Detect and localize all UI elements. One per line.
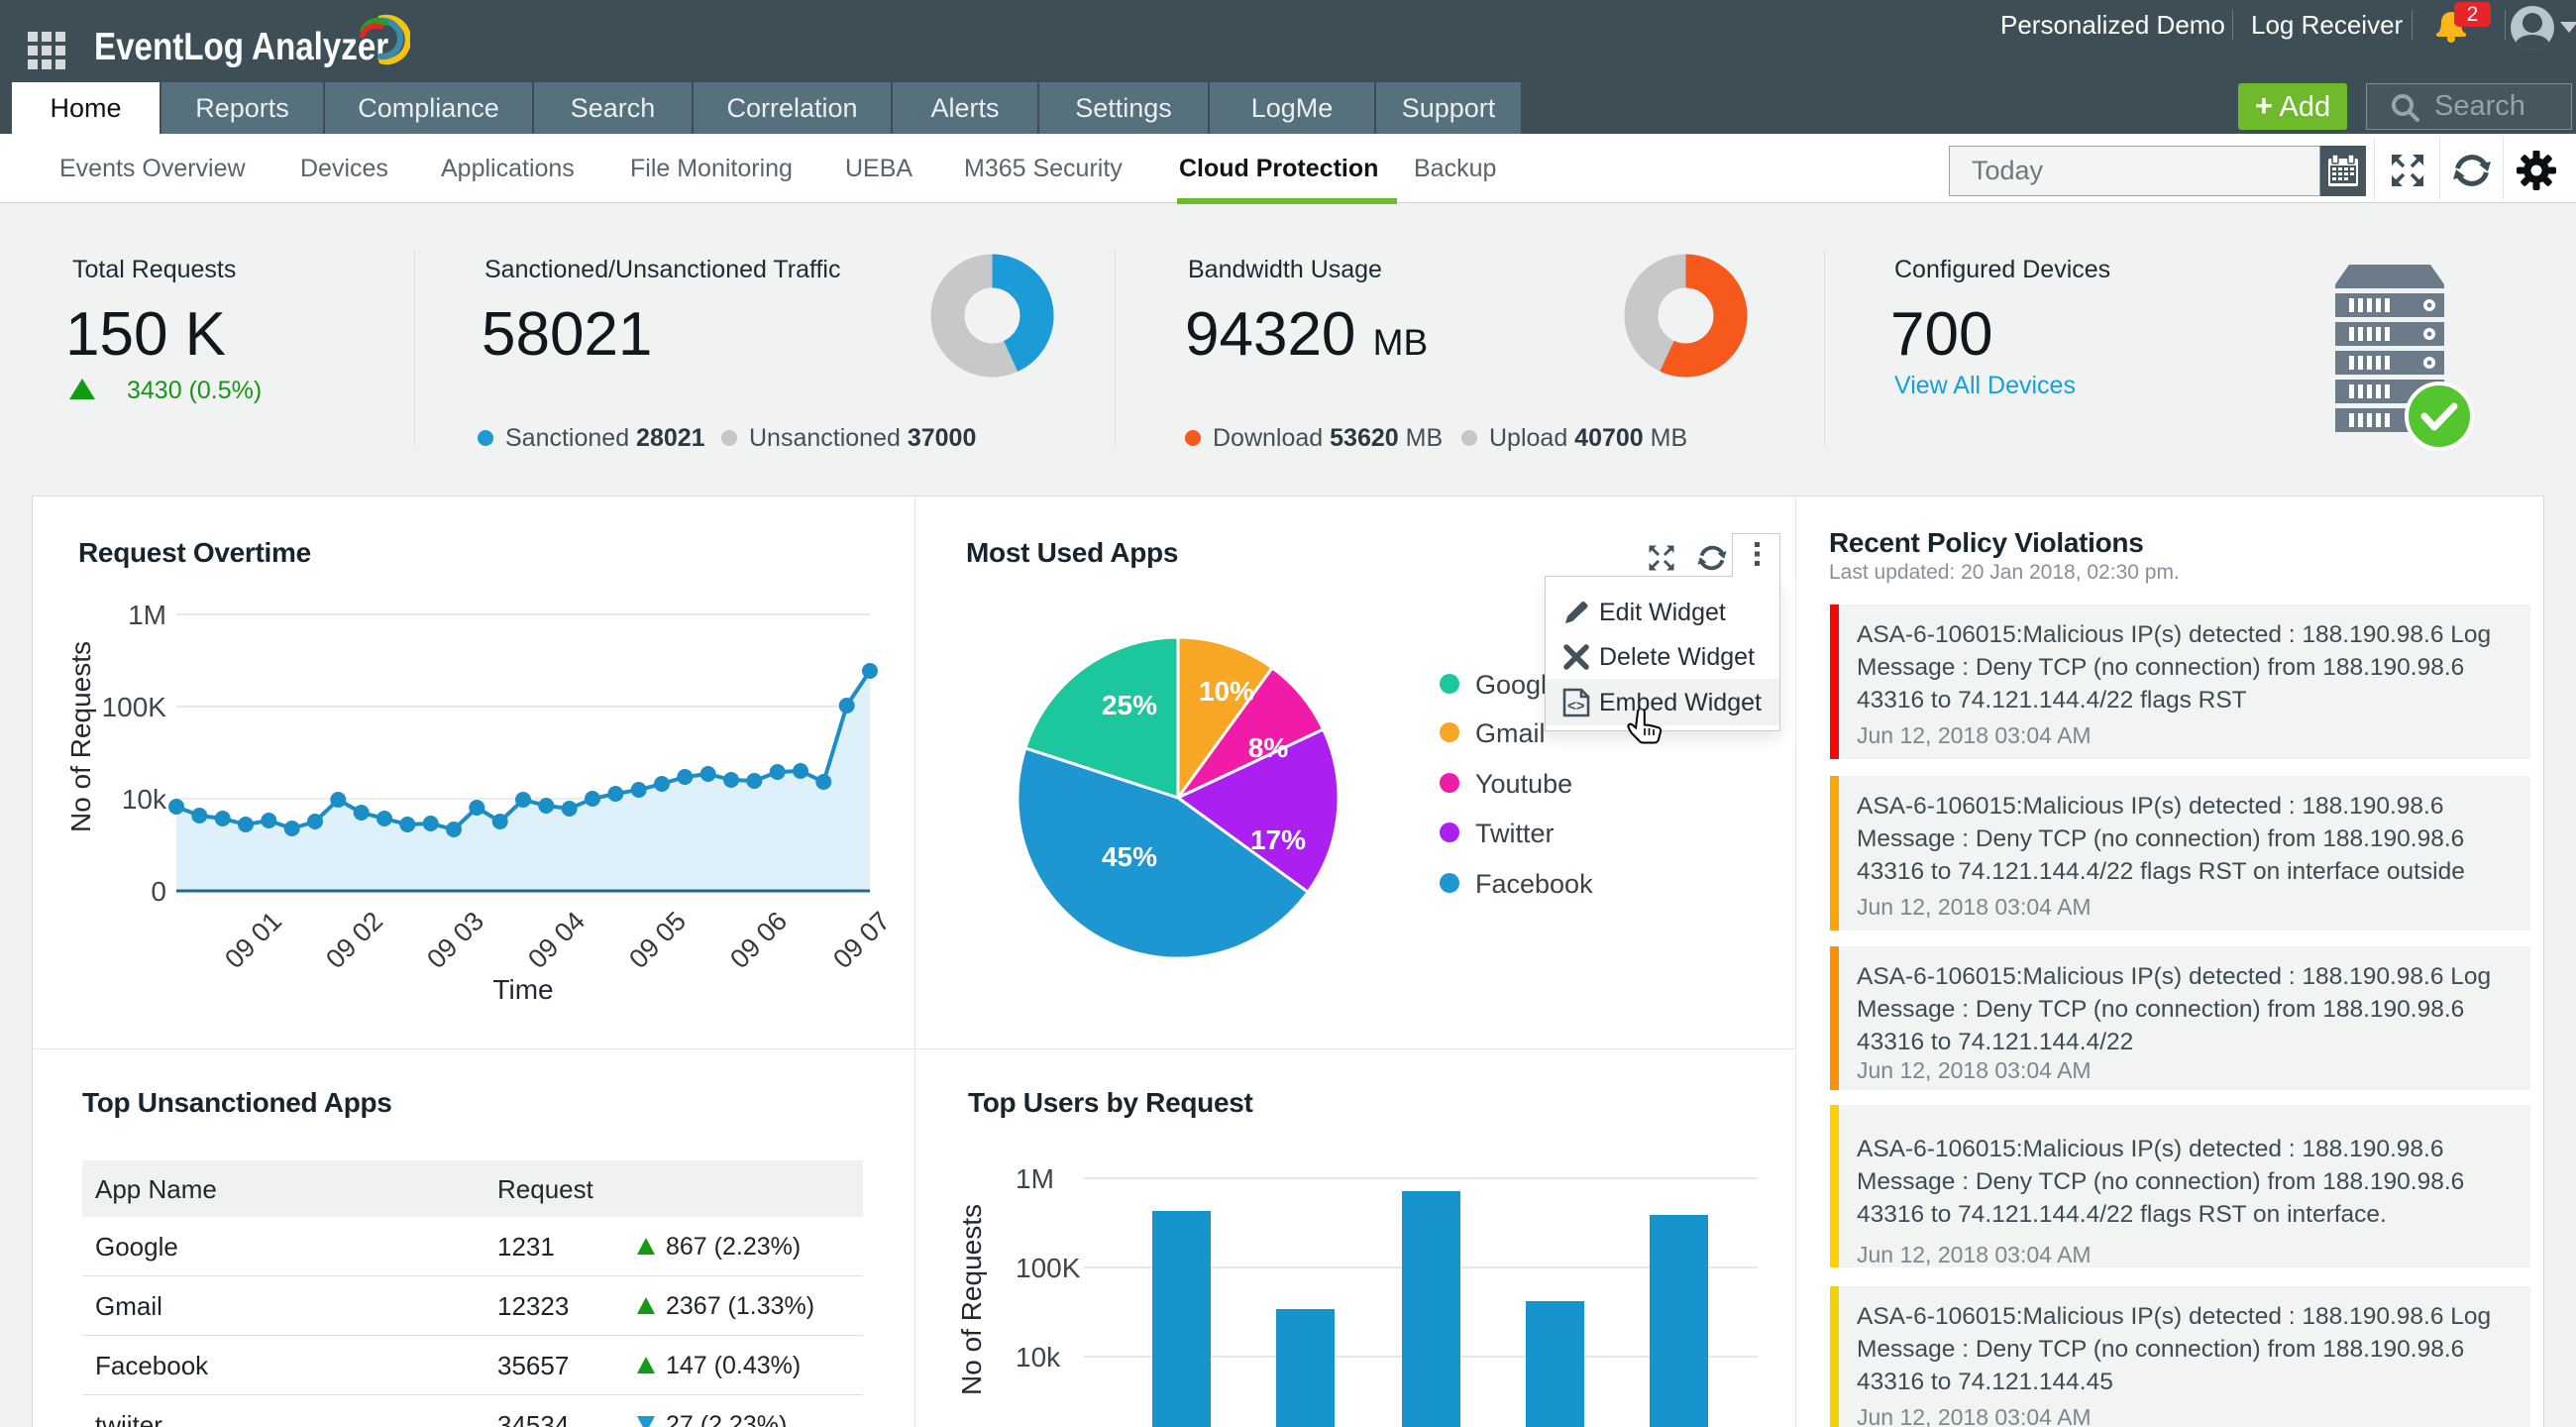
- svg-text:09 01: 09 01: [219, 906, 287, 974]
- svg-text:Time: Time: [492, 974, 553, 1005]
- svg-text:No of Requests: No of Requests: [956, 1204, 987, 1395]
- svg-text:<>: <>: [1567, 698, 1585, 714]
- svg-text:09 06: 09 06: [724, 906, 793, 974]
- svg-text:09 05: 09 05: [623, 906, 692, 974]
- svg-text:Youtube: Youtube: [1475, 769, 1572, 799]
- svg-text:10%: 10%: [1199, 676, 1254, 707]
- svg-text:1M: 1M: [128, 600, 166, 630]
- svg-text:No of Requests: No of Requests: [65, 641, 96, 832]
- svg-text:10k: 10k: [1016, 1342, 1061, 1372]
- svg-text:25%: 25%: [1102, 690, 1157, 720]
- svg-text:10k: 10k: [122, 784, 167, 815]
- svg-text:Twitter: Twitter: [1475, 819, 1555, 848]
- svg-text:09 03: 09 03: [421, 906, 489, 974]
- svg-text:09 07: 09 07: [827, 906, 896, 974]
- svg-text:Gmail: Gmail: [1475, 718, 1546, 748]
- svg-text:17%: 17%: [1250, 824, 1306, 855]
- svg-text:100K: 100K: [102, 692, 167, 722]
- svg-text:8%: 8%: [1248, 732, 1289, 763]
- svg-text:100K: 100K: [1016, 1253, 1081, 1283]
- svg-text:45%: 45%: [1102, 841, 1157, 872]
- svg-text:1M: 1M: [1016, 1163, 1054, 1194]
- svg-text:Facebook: Facebook: [1475, 869, 1593, 899]
- svg-text:09 02: 09 02: [320, 906, 388, 974]
- svg-text:09 04: 09 04: [522, 906, 590, 974]
- svg-text:0: 0: [151, 876, 166, 907]
